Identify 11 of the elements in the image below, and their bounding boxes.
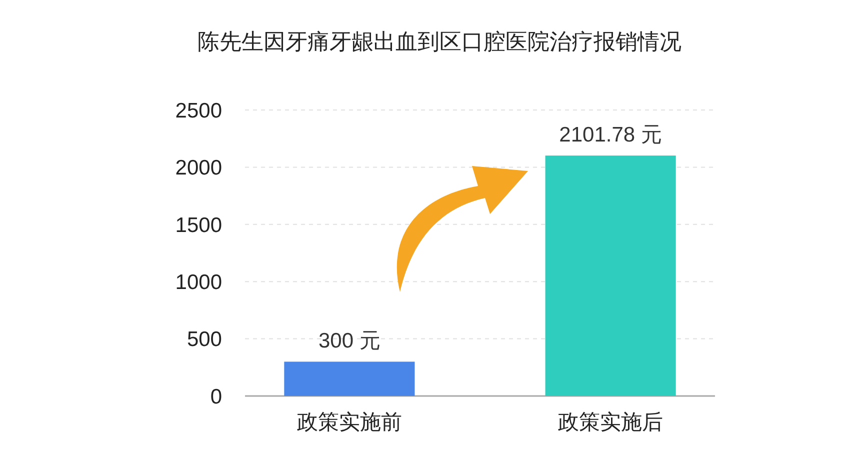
y-tick-label: 1500 [175,214,222,237]
y-tick-label: 2000 [175,156,222,180]
data-label: 300 元 [318,330,380,353]
data-label: 2101.78 元 [559,124,662,147]
y-tick-label: 0 [210,385,222,408]
chart-title: 陈先生因牙痛牙龈出血到区口腔医院治疗报销情况 [198,30,682,55]
y-tick-label: 2500 [175,99,222,122]
y-tick-label: 500 [186,328,222,352]
x-tick-label: 政策实施后 [558,410,664,434]
y-tick-label: 1000 [175,270,222,294]
x-tick-label: 政策实施前 [296,410,402,434]
